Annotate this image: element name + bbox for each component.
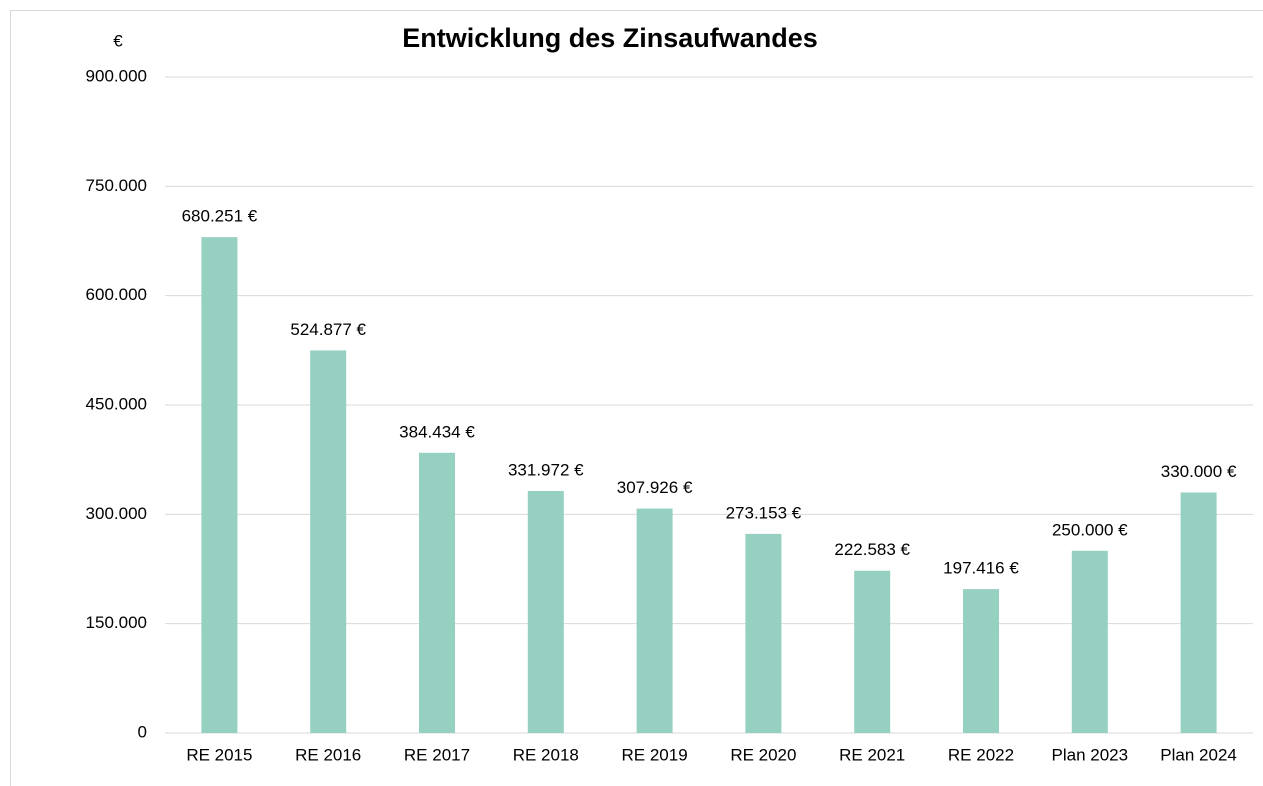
x-tick-label: RE 2022 [948,745,1014,764]
y-tick-label: 0 [138,722,147,741]
bar [963,589,999,733]
value-label: 524.877 € [290,320,366,339]
value-label: 680.251 € [182,207,258,226]
y-tick-label: 300.000 [86,504,147,523]
y-tick-label: 900.000 [86,66,147,85]
bar [310,350,347,733]
y-axis-label: € [113,31,123,50]
y-tick-label: 450.000 [86,394,147,413]
bar [201,237,238,733]
chart-frame [10,10,1263,786]
x-tick-label: RE 2015 [186,745,252,764]
value-label: 331.972 € [508,461,584,480]
value-label: 197.416 € [943,559,1019,578]
bar [1180,492,1217,733]
x-tick-label: RE 2016 [295,745,361,764]
bar [854,570,891,733]
value-label: 273.153 € [726,503,802,522]
x-tick-label: RE 2017 [404,745,470,764]
y-tick-label: 750.000 [86,176,147,195]
x-tick-label: Plan 2023 [1052,745,1129,764]
x-tick-label: RE 2021 [839,745,905,764]
bar [419,452,455,733]
x-tick-label: RE 2019 [622,745,688,764]
value-label: 384.434 € [399,422,475,441]
y-tick-label: 600.000 [86,285,147,304]
bar [527,491,564,733]
y-tick-label: 150.000 [86,613,147,632]
value-label: 250.000 € [1052,520,1128,539]
value-label: 330.000 € [1161,462,1237,481]
bar [636,508,673,733]
bar [745,533,782,733]
chart-title: Entwicklung des Zinsaufwandes [402,23,818,53]
x-tick-label: RE 2018 [513,745,579,764]
x-tick-label: Plan 2024 [1160,745,1237,764]
value-label: 222.583 € [834,540,910,559]
value-label: 307.926 € [617,478,693,497]
bar [1071,550,1108,733]
x-tick-label: RE 2020 [730,745,796,764]
